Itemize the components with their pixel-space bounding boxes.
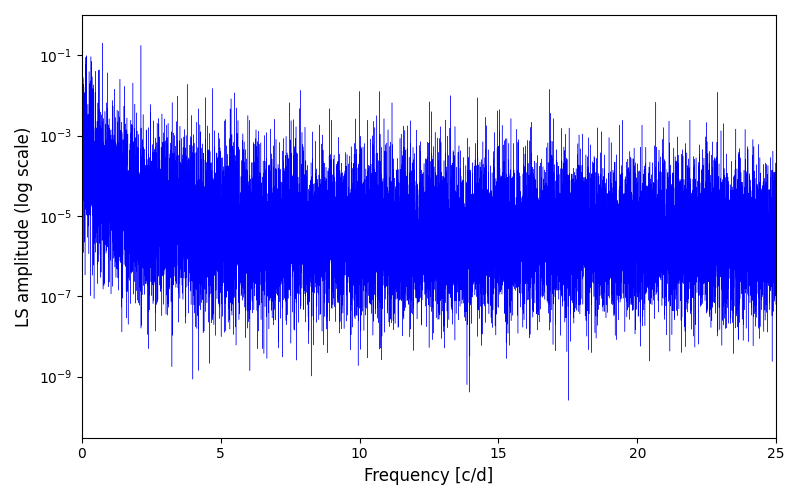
X-axis label: Frequency [c/d]: Frequency [c/d] xyxy=(364,467,494,485)
Y-axis label: LS amplitude (log scale): LS amplitude (log scale) xyxy=(15,126,33,326)
